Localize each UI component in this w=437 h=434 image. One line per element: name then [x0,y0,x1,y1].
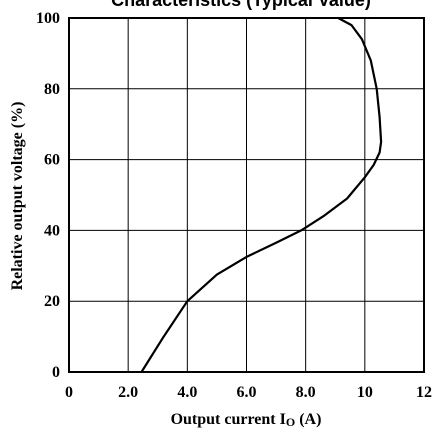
y-axis-label: Relative output voltage (%) [9,102,26,291]
x-tick-label: 2.0 [118,384,138,401]
x-axis-label-subscript: O [286,415,295,429]
y-tick-label: 100 [36,10,60,27]
y-tick-labels: 0 20 40 60 80 100 [36,10,60,381]
x-tick-label: 12 [416,384,432,401]
series-line [142,18,382,372]
chart-title: Characteristics (Typical Value) [111,0,371,10]
series-layer [142,18,382,372]
x-tick-label: 6.0 [237,384,257,401]
x-tick-label: 4.0 [177,384,197,401]
x-tick-label: 0 [65,384,73,401]
y-tick-label: 20 [44,293,60,310]
x-tick-label: 10 [357,384,373,401]
y-tick-label: 80 [44,81,60,98]
y-tick-label: 0 [52,364,60,381]
x-tick-label: 8.0 [296,384,316,401]
x-axis-label-prefix: Output current I [171,411,286,428]
y-tick-label: 40 [44,222,60,239]
x-axis-label-suffix: (A) [295,411,321,428]
x-tick-labels: 0 2.0 4.0 6.0 8.0 10 12 [65,384,432,401]
x-axis-label: Output current IO (A) [171,411,322,429]
y-tick-label: 60 [44,152,60,169]
grid [69,18,424,372]
